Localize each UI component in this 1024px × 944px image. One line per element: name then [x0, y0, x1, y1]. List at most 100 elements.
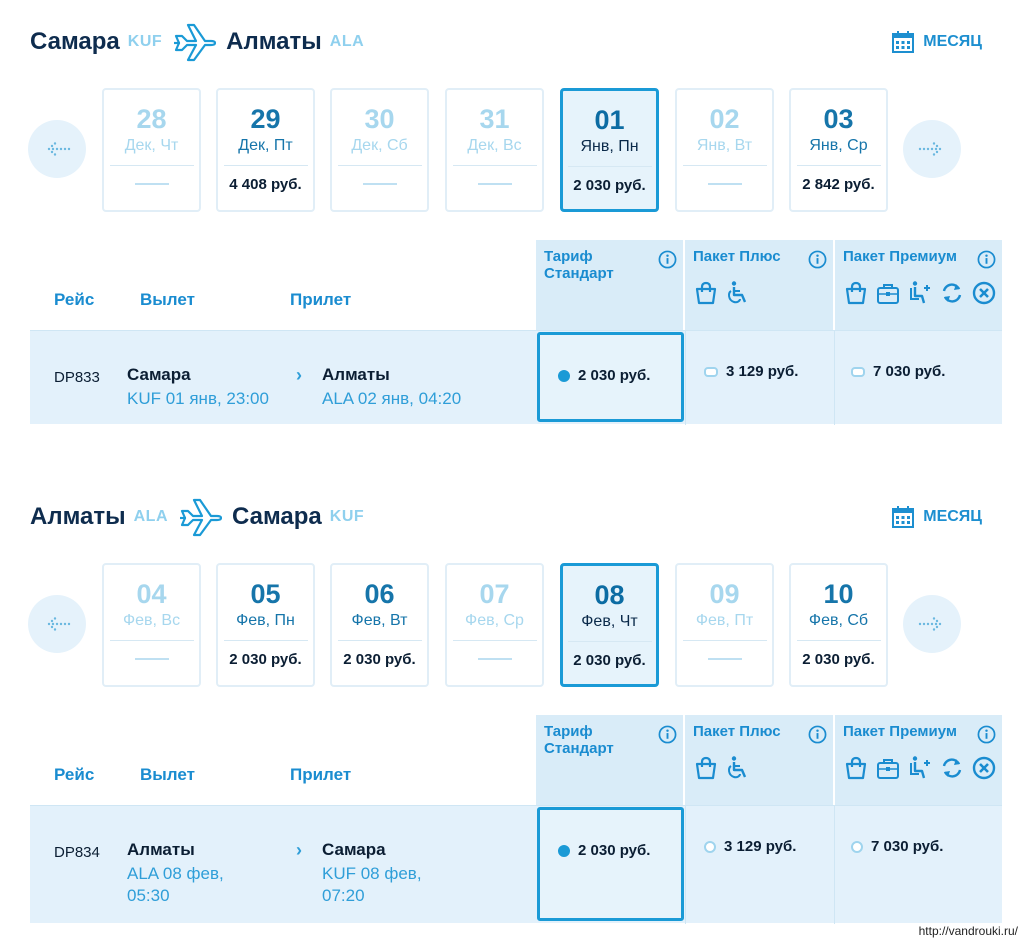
date-weekday: Фев, Вс: [122, 612, 181, 629]
divider: [567, 641, 652, 642]
info-icon[interactable]: [977, 725, 996, 744]
column-flight: Рейс: [54, 765, 95, 784]
calendar-icon: [891, 30, 915, 54]
arrival-city: Самара: [322, 840, 386, 859]
tariff-premium-header[interactable]: Пакет Премиум: [835, 715, 1002, 805]
fare-price: 3 129 руб.: [726, 363, 799, 380]
chevron-right-icon: ›: [296, 365, 302, 385]
date-tab[interactable]: 10 Фев, Сб 2 030 руб.: [789, 563, 888, 687]
date-tab-selected[interactable]: 08 Фев, Чт 2 030 руб.: [560, 563, 659, 687]
fare-price: 7 030 руб.: [871, 838, 944, 855]
tariff-standard-header[interactable]: Тариф Стандарт: [536, 715, 683, 805]
prev-dates-button[interactable]: [28, 120, 86, 178]
arrow-left-icon: [43, 617, 71, 631]
radio-icon: [851, 840, 863, 853]
date-price: 2 030 руб.: [573, 177, 646, 194]
tariff-plus-header[interactable]: Пакет Плюс: [685, 240, 833, 330]
date-tab[interactable]: 31 Дек, Вс: [445, 88, 544, 212]
column-departure: Вылет: [140, 290, 195, 309]
from-city: Алматы: [30, 503, 126, 530]
no-price-dash: [134, 658, 169, 660]
date-weekday: Фев, Вт: [351, 612, 408, 629]
flight-row: DP834 Алматы ALA 08 фев, 05:30 › Самара …: [30, 805, 1002, 924]
divider: [452, 640, 537, 641]
date-price: 2 030 руб.: [802, 651, 875, 668]
refresh-icon: [939, 755, 965, 781]
date-weekday: Фев, Пн: [236, 612, 295, 629]
date-number: 09: [709, 579, 740, 609]
date-tab[interactable]: 29 Дек, Пт 4 408 руб.: [216, 88, 315, 212]
date-weekday: Янв, Пн: [580, 138, 639, 155]
column-arrival: Прилет: [290, 290, 352, 309]
outbound-section: Самара KUF Алматы ALA МЕСЯЦ 28 Дек, Чт 2…: [0, 0, 1024, 440]
wheelchair-icon: [725, 755, 751, 781]
date-tab[interactable]: 04 Фев, Вс: [102, 563, 201, 687]
date-tab[interactable]: 03 Янв, Ср 2 842 руб.: [789, 88, 888, 212]
info-icon[interactable]: [808, 250, 827, 269]
date-tab[interactable]: 05 Фев, Пн 2 030 руб.: [216, 563, 315, 687]
date-number: 28: [136, 104, 167, 134]
divider: [223, 165, 308, 166]
departure-city: Алматы: [127, 840, 195, 859]
fare-standard-option[interactable]: 2 030 руб.: [537, 332, 684, 422]
info-icon[interactable]: [808, 725, 827, 744]
date-number: 30: [364, 104, 395, 134]
seat-plus-icon: [907, 755, 933, 781]
info-icon[interactable]: [977, 250, 996, 269]
fare-price: 2 030 руб.: [578, 842, 651, 859]
date-price: 2 030 руб.: [343, 651, 416, 668]
column-flight: Рейс: [54, 290, 95, 309]
arrow-right-icon: [918, 617, 946, 631]
departure-city: Самара: [127, 365, 191, 384]
no-price-dash: [707, 183, 742, 185]
tariff-plus-header[interactable]: Пакет Плюс: [685, 715, 833, 805]
no-price-dash: [477, 183, 512, 185]
next-dates-button[interactable]: [903, 120, 961, 178]
date-number: 08: [594, 580, 625, 610]
no-price-dash: [707, 658, 742, 660]
tariff-name: Пакет Премиум: [843, 248, 957, 265]
fare-plus-option[interactable]: 3 129 руб.: [685, 331, 833, 425]
refresh-icon: [939, 280, 965, 306]
prev-dates-button[interactable]: [28, 595, 86, 653]
month-button[interactable]: МЕСЯЦ: [891, 30, 982, 54]
date-tab[interactable]: 09 Фев, Пт: [675, 563, 774, 687]
info-icon[interactable]: [658, 250, 677, 269]
fare-premium-option[interactable]: 7 030 руб.: [834, 331, 1002, 425]
fare-plus-option[interactable]: 3 129 руб.: [685, 806, 833, 924]
tariff-name: Пакет Плюс: [693, 723, 781, 740]
to-city: Самара: [232, 503, 322, 530]
radio-icon: [704, 366, 718, 377]
tariff-premium-header[interactable]: Пакет Премиум: [835, 240, 1002, 330]
date-weekday: Дек, Вс: [467, 137, 522, 154]
date-number: 06: [364, 579, 395, 609]
date-tab[interactable]: 06 Фев, Вт 2 030 руб.: [330, 563, 429, 687]
route-header: Алматы ALA Самара KUF: [30, 497, 374, 537]
tariff-name: Тариф Стандарт: [544, 248, 614, 282]
date-tab[interactable]: 30 Дек, Сб: [330, 88, 429, 212]
date-weekday: Фев, Пт: [695, 612, 754, 629]
date-tab[interactable]: 02 Янв, Вт: [675, 88, 774, 212]
month-button[interactable]: МЕСЯЦ: [891, 505, 982, 529]
divider: [109, 640, 194, 641]
date-tab-selected[interactable]: 01 Янв, Пн 2 030 руб.: [560, 88, 659, 212]
tariff-standard-header[interactable]: Тариф Стандарт: [536, 240, 683, 330]
fare-premium-option[interactable]: 7 030 руб.: [834, 806, 1002, 924]
date-number: 02: [709, 104, 740, 134]
next-dates-button[interactable]: [903, 595, 961, 653]
date-weekday: Дек, Сб: [351, 137, 408, 154]
divider: [567, 166, 652, 167]
feature-icons: [693, 280, 751, 306]
flight-number: DP834: [54, 844, 100, 861]
arrival-city: Алматы: [322, 365, 390, 384]
info-icon[interactable]: [658, 725, 677, 744]
date-number: 07: [479, 579, 510, 609]
watermark: http://vandrouki.ru/: [918, 924, 1018, 938]
fare-standard-option[interactable]: 2 030 руб.: [537, 807, 684, 921]
date-weekday: Дек, Чт: [124, 137, 179, 154]
date-tab[interactable]: 07 Фев, Ср: [445, 563, 544, 687]
divider: [682, 640, 767, 641]
divider: [796, 165, 881, 166]
flight-row: DP833 Самара KUF 01 янв, 23:00 › Алматы …: [30, 330, 1002, 425]
date-tab[interactable]: 28 Дек, Чт: [102, 88, 201, 212]
